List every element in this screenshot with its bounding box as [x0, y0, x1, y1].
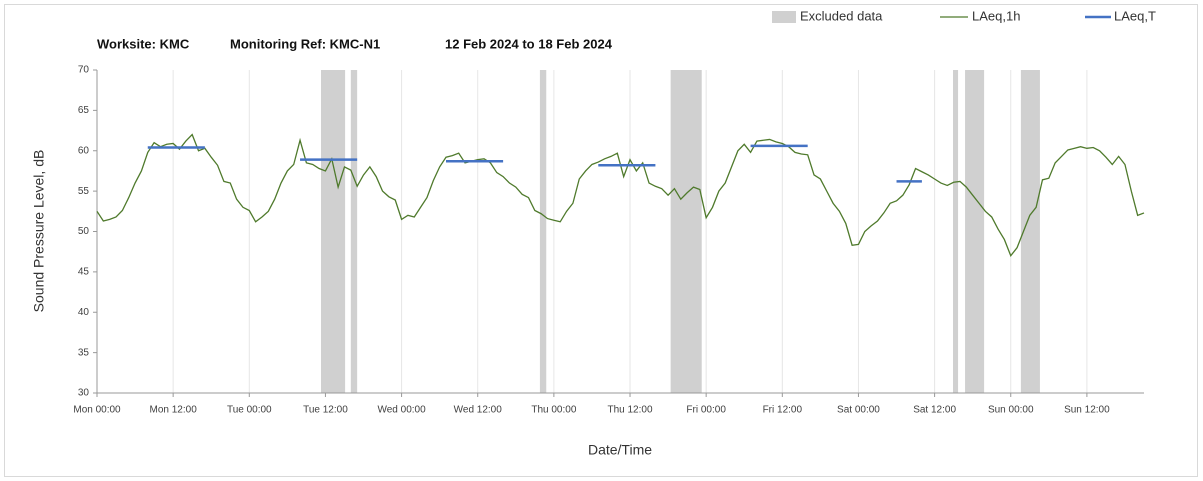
y-axis-label: Sound Pressure Level, dB — [31, 150, 47, 313]
x-tick-label: Sat 12:00 — [913, 405, 956, 416]
y-tick-label: 60 — [78, 145, 90, 156]
x-tick-label: Thu 12:00 — [607, 405, 652, 416]
y-tick-label: 35 — [78, 347, 90, 358]
x-tick-label: Sat 00:00 — [837, 405, 880, 416]
x-tick-label: Thu 00:00 — [531, 405, 576, 416]
excluded-band — [539, 70, 547, 393]
legend-label: LAeq,T — [1114, 8, 1156, 23]
excluded-band — [350, 70, 358, 393]
x-tick-label: Tue 00:00 — [227, 405, 272, 416]
x-tick-label: Mon 00:00 — [73, 405, 121, 416]
chart-title: Monitoring Ref: KMC-N1 — [230, 36, 380, 51]
x-tick-label: Fri 00:00 — [686, 405, 726, 416]
excluded-band — [953, 70, 959, 393]
y-tick-label: 50 — [78, 226, 90, 237]
excluded-band — [670, 70, 702, 393]
excluded-band — [965, 70, 985, 393]
chart-title: 12 Feb 2024 to 18 Feb 2024 — [445, 36, 613, 51]
x-tick-label: Sun 12:00 — [1064, 405, 1110, 416]
excluded-band — [1020, 70, 1040, 393]
x-tick-label: Wed 00:00 — [377, 405, 426, 416]
chart-title: Worksite: KMC — [97, 36, 190, 51]
x-tick-label: Mon 12:00 — [150, 405, 198, 416]
y-tick-label: 55 — [78, 186, 90, 197]
legend-label: LAeq,1h — [972, 8, 1020, 23]
x-axis-label: Date/Time — [588, 442, 652, 458]
y-tick-label: 70 — [78, 65, 90, 76]
y-tick-label: 65 — [78, 105, 90, 116]
x-tick-label: Tue 12:00 — [303, 405, 348, 416]
excluded-band — [320, 70, 346, 393]
y-tick-label: 45 — [78, 267, 90, 278]
y-tick-label: 30 — [78, 388, 90, 399]
legend-label: Excluded data — [800, 8, 883, 23]
x-tick-label: Sun 00:00 — [988, 405, 1034, 416]
line-series — [96, 133, 1145, 258]
chart-border — [4, 4, 1198, 477]
legend-swatch — [772, 11, 796, 23]
y-tick-label: 40 — [78, 307, 90, 318]
x-tick-label: Fri 12:00 — [763, 405, 803, 416]
x-tick-label: Wed 12:00 — [454, 405, 503, 416]
